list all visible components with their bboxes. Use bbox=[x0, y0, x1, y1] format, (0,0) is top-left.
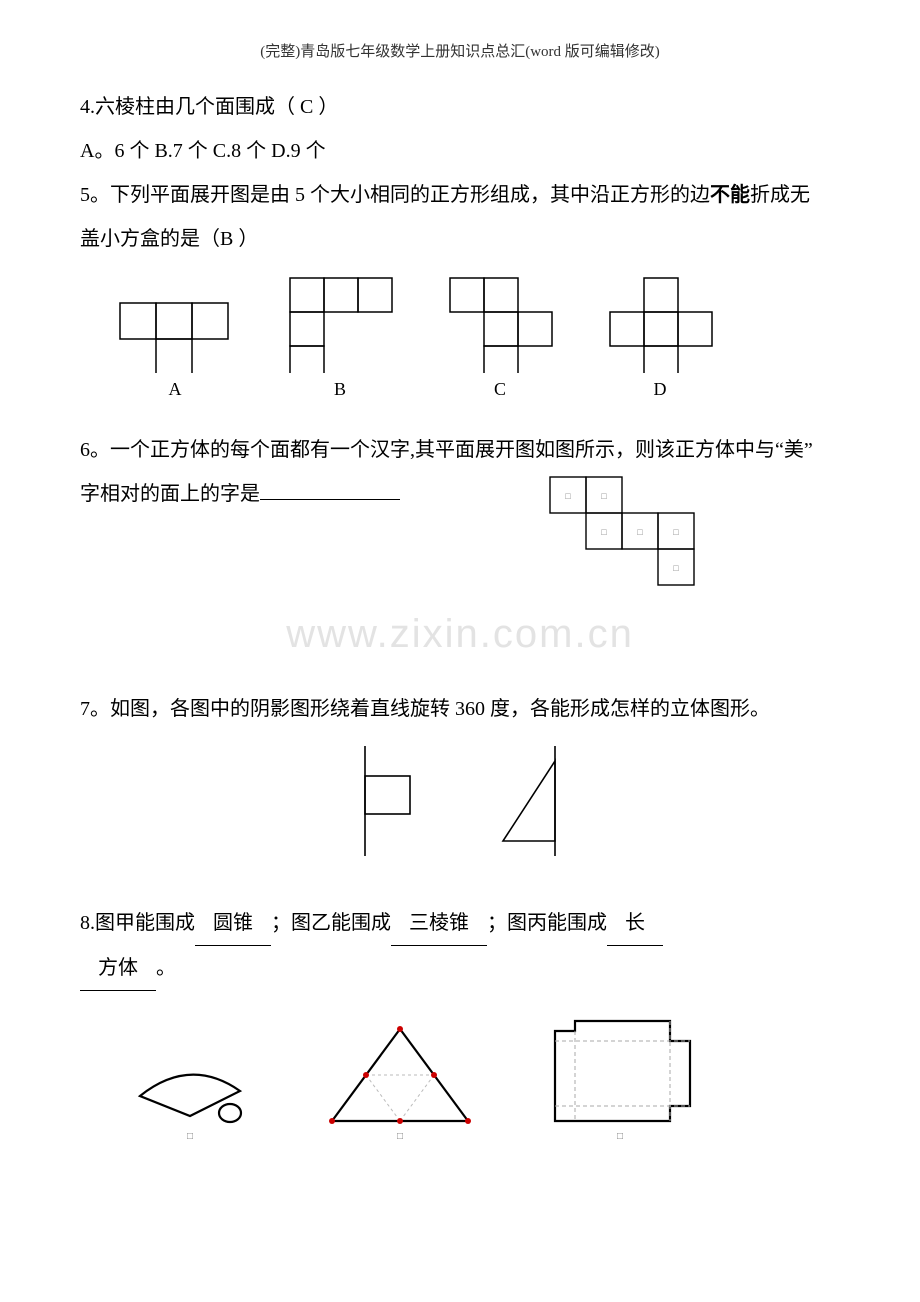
svg-text:□: □ bbox=[673, 563, 679, 573]
q4-options: A。6 个 B.7 个 C.8 个 D.9 个 bbox=[80, 129, 840, 173]
q8-c: ；图丙能围成 bbox=[487, 912, 607, 934]
sq2: □ bbox=[397, 1131, 403, 1142]
q6-line2: 字相对的面上的字是 bbox=[80, 472, 500, 516]
net-b bbox=[280, 273, 400, 373]
q8-d: 。 bbox=[156, 957, 176, 979]
q8-figures: □ □ bbox=[120, 1011, 840, 1142]
q8-fig3: □ bbox=[540, 1011, 700, 1142]
q8-ans2: 三棱锥 bbox=[391, 901, 487, 946]
svg-text:□: □ bbox=[565, 491, 571, 501]
net-a bbox=[110, 293, 240, 373]
q5-part1: 5。下列平面展开图是由 5 个大小相同的正方形组成，其中沿正方形的边 bbox=[80, 184, 710, 206]
label-c: C bbox=[494, 379, 506, 400]
q6-blank bbox=[260, 477, 400, 500]
svg-text:□: □ bbox=[601, 491, 607, 501]
q8-ans1: 圆锥 bbox=[195, 901, 271, 946]
svg-text:□: □ bbox=[637, 527, 643, 537]
svg-text:□: □ bbox=[673, 527, 679, 537]
q7-figures bbox=[80, 741, 840, 861]
tetra-net-icon bbox=[320, 1021, 480, 1131]
q5-line2: 盖小方盒的是（B ） bbox=[80, 217, 840, 261]
q5-fig-d: D bbox=[600, 273, 720, 400]
page-header: (完整)青岛版七年级数学上册知识点总汇(word 版可编辑修改) bbox=[80, 40, 840, 61]
q8-a: 8.图甲能围成 bbox=[80, 912, 195, 934]
q8-fig2: □ bbox=[320, 1021, 480, 1142]
q5-fig-b: B bbox=[280, 273, 400, 400]
q7-fig-rect bbox=[345, 741, 435, 861]
q7-text: 7。如图，各图中的阴影图形绕着直线旋转 360 度，各能形成怎样的立体图形。 bbox=[80, 687, 840, 731]
q5-figures: A B bbox=[110, 273, 840, 400]
q8-ans3b: 方体 bbox=[80, 946, 156, 991]
q5-part1b: 折成无 bbox=[750, 184, 810, 206]
watermark: www.zixin.com.cn bbox=[80, 612, 840, 657]
q5-fig-c: C bbox=[440, 273, 560, 400]
q8-b: ；图乙能围成 bbox=[271, 912, 391, 934]
sq1: □ bbox=[187, 1131, 193, 1142]
q8-line2: 方体。 bbox=[80, 946, 840, 991]
q6-text: 字相对的面上的字是 bbox=[80, 483, 260, 505]
label-a: A bbox=[169, 379, 182, 400]
cuboid-net-icon bbox=[540, 1011, 700, 1131]
label-d: D bbox=[654, 379, 667, 400]
net-d bbox=[600, 273, 720, 373]
q8-line: 8.图甲能围成圆锥；图乙能围成三棱锥；图丙能围成长 bbox=[80, 901, 840, 946]
svg-text:□: □ bbox=[601, 527, 607, 537]
net-c bbox=[440, 273, 560, 373]
q8-ans3: 长 bbox=[607, 901, 663, 946]
q4-text: 4.六棱柱由几个面围成（ C ） bbox=[80, 85, 840, 129]
cone-net-icon bbox=[120, 1041, 260, 1131]
q5-fig-a: A bbox=[110, 293, 240, 400]
q5-line1: 5。下列平面展开图是由 5 个大小相同的正方形组成，其中沿正方形的边不能折成无 bbox=[80, 173, 840, 217]
sq3: □ bbox=[617, 1131, 623, 1142]
q8-fig1: □ bbox=[120, 1041, 260, 1142]
q7-fig-triangle bbox=[485, 741, 575, 861]
q5-bold: 不能 bbox=[710, 184, 750, 206]
q6-line1: 6。一个正方体的每个面都有一个汉字,其平面展开图如图所示，则该正方体中与“美” bbox=[80, 428, 840, 472]
q6-net: □ □ □ □ □ □ bbox=[520, 472, 720, 592]
label-b: B bbox=[334, 379, 346, 400]
